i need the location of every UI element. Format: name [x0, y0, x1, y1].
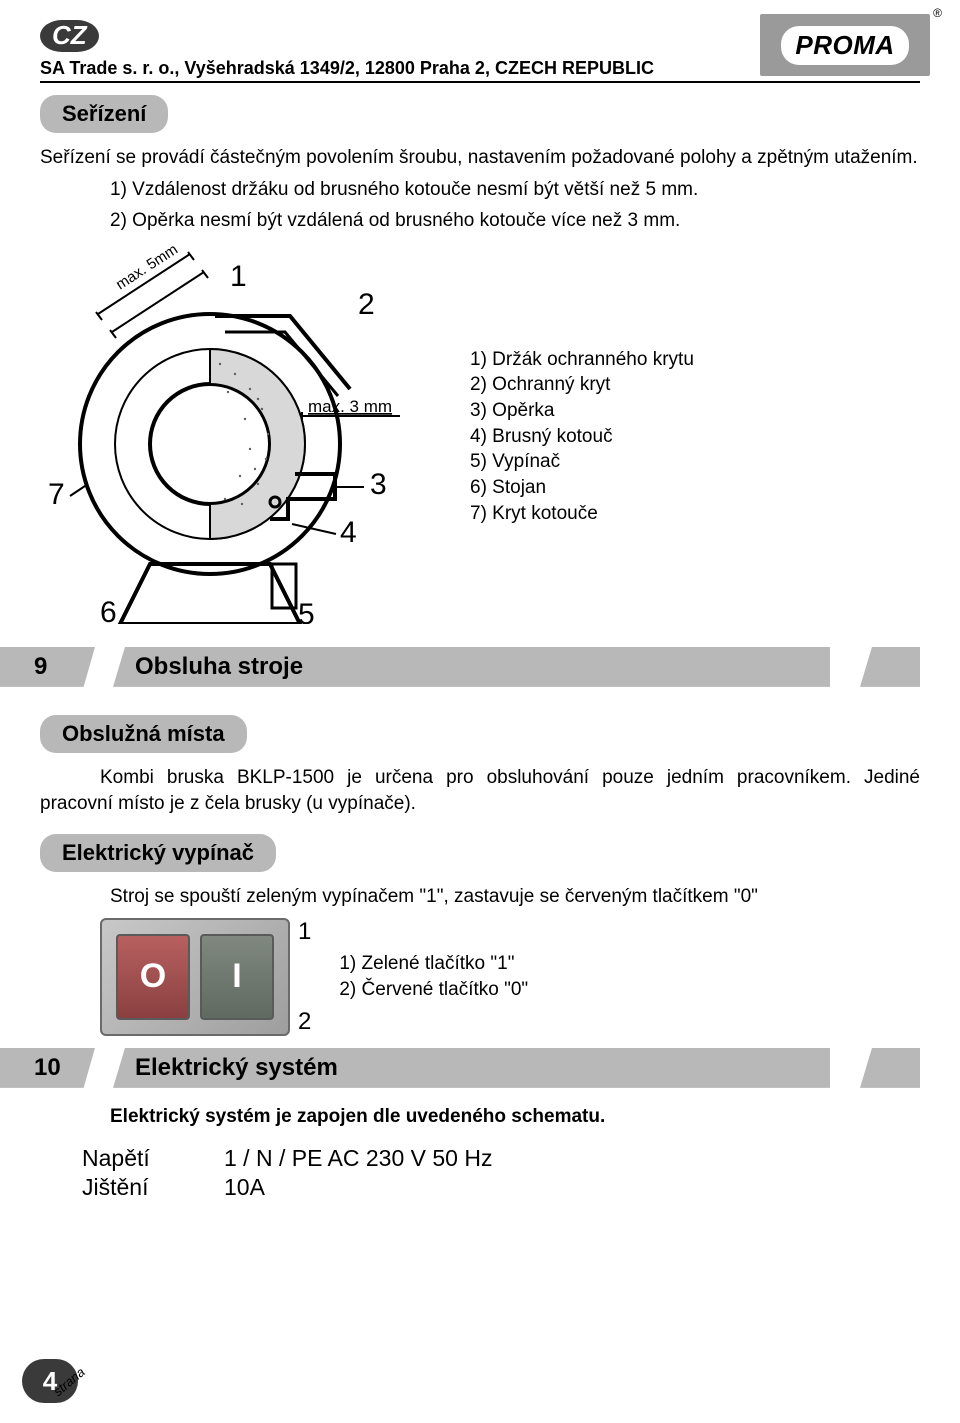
switch-legend-2: 2) Červené tlačítko "0"	[339, 977, 528, 1003]
spec-label-voltage: Napětí	[82, 1145, 222, 1172]
svg-text:6: 6	[100, 596, 117, 624]
country-badge: CZ	[40, 20, 99, 52]
switch-callout-1: 1	[298, 918, 311, 946]
workplaces-text: Kombi bruska BKLP-1500 je určena pro obs…	[40, 765, 920, 816]
section-title: Obsluha stroje	[113, 647, 830, 687]
grinder-diagram-block: max. 5mm max. 3 mm 1 2 3 4 5 6 7 1) Držá…	[40, 244, 920, 629]
table-row: Napětí 1 / N / PE AC 230 V 50 Hz	[82, 1145, 492, 1172]
diagram-legend: 1) Držák ochranného krytu 2) Ochranný kr…	[470, 347, 694, 526]
legend-item: 2) Ochranný kryt	[470, 372, 694, 398]
svg-text:3: 3	[370, 468, 387, 501]
section-number: 10	[0, 1048, 95, 1088]
svg-text:5: 5	[298, 598, 315, 624]
section-10-header: 10 Elektrický systém	[0, 1048, 920, 1088]
subsection-switch: Elektrický vypínač	[40, 834, 276, 872]
legend-item: 1) Držák ochranného krytu	[470, 347, 694, 373]
switch-button-off[interactable]: O	[116, 934, 190, 1020]
brand-logo-box: PROMA	[760, 14, 930, 76]
switch-callouts: 1 2	[298, 918, 311, 1036]
brand-name: PROMA	[781, 26, 908, 65]
spec-value-fuse: 10A	[224, 1174, 492, 1201]
elec-intro: Elektrický systém je zapojen dle uvedené…	[40, 1104, 920, 1130]
spec-label-fuse: Jištění	[82, 1174, 222, 1201]
legend-item: 3) Opěrka	[470, 398, 694, 424]
legend-item: 7) Kryt kotouče	[470, 501, 694, 527]
switch-legend: 1) Zelené tlačítko "1" 2) Červené tlačít…	[339, 951, 528, 1002]
switch-button-on[interactable]: I	[200, 934, 274, 1020]
legend-item: 4) Brusný kotouč	[470, 424, 694, 450]
svg-text:2: 2	[358, 288, 375, 321]
section-title-adjustment: Seřízení	[40, 95, 168, 133]
spec-value-voltage: 1 / N / PE AC 230 V 50 Hz	[224, 1145, 492, 1172]
adjust-intro: Seřízení se provádí částečným povolením …	[40, 145, 920, 171]
grinder-diagram: max. 5mm max. 3 mm 1 2 3 4 5 6 7	[40, 244, 440, 629]
diagram-label-5mm: max. 5mm	[113, 244, 181, 293]
switch-body: O I	[100, 918, 290, 1036]
table-row: Jištění 10A	[82, 1174, 492, 1201]
switch-figure: O I 1 2 1) Zelené tlačítko "1" 2) Červen…	[100, 918, 920, 1036]
diagram-label-3mm: max. 3 mm	[308, 397, 392, 416]
adjust-rule-1: 1) Vzdálenost držáku od brusného kotouče…	[40, 177, 920, 203]
section-title: Elektrický systém	[113, 1048, 830, 1088]
section-number: 9	[0, 647, 95, 687]
section-9-header: 9 Obsluha stroje	[0, 647, 920, 687]
switch-callout-2: 2	[298, 1008, 311, 1036]
electrical-specs-table: Napětí 1 / N / PE AC 230 V 50 Hz Jištění…	[80, 1143, 494, 1203]
legend-item: 6) Stojan	[470, 475, 694, 501]
switch-text: Stroj se spouští zeleným vypínačem "1", …	[40, 884, 920, 910]
adjust-rule-2: 2) Opěrka nesmí být vzdálená od brusného…	[40, 208, 920, 234]
subsection-workplaces: Obslužná místa	[40, 715, 247, 753]
registered-mark: ®	[933, 6, 942, 20]
svg-text:4: 4	[340, 516, 357, 549]
svg-text:7: 7	[48, 478, 65, 511]
svg-text:1: 1	[230, 260, 247, 293]
switch-legend-1: 1) Zelené tlačítko "1"	[339, 951, 528, 977]
legend-item: 5) Vypínač	[470, 449, 694, 475]
